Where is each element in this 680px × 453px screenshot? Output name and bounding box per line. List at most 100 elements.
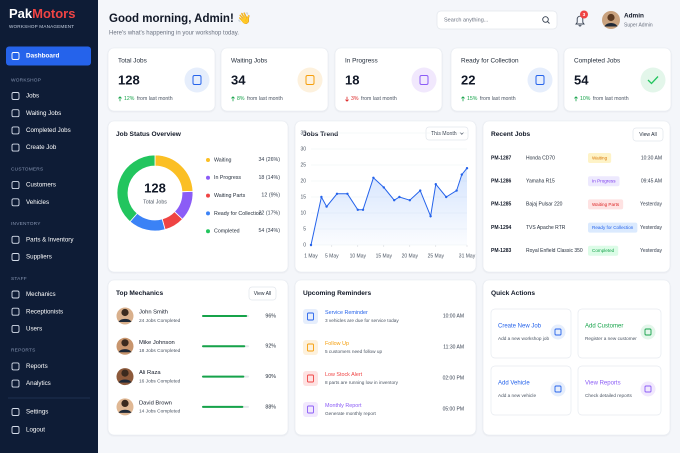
nav-item[interactable]: Waiting Jobs xyxy=(26,110,61,117)
change-note: from last month xyxy=(137,96,173,102)
change-note: from last month xyxy=(480,96,516,102)
job-vehicle: Bajaj Pulsar 220 xyxy=(526,202,563,208)
action-tile[interactable] xyxy=(577,365,662,416)
mechanic-body xyxy=(118,409,132,413)
stat-change: 8% from last month xyxy=(237,96,283,102)
mechanic-hair xyxy=(121,339,129,347)
badge-count: 3 xyxy=(583,12,586,18)
trend-point xyxy=(361,208,365,211)
trend-arrow xyxy=(345,96,349,102)
action-title: Add Customer xyxy=(585,324,623,330)
job-time: 10:30 AM xyxy=(641,155,662,161)
trend-point xyxy=(398,195,401,199)
donut-label: Total Jobs xyxy=(143,199,167,205)
action-tile[interactable] xyxy=(490,308,572,359)
avatar-head xyxy=(607,13,615,22)
action-icon-bg xyxy=(550,324,566,340)
job-id: PM-1286 xyxy=(491,179,512,185)
period-select[interactable] xyxy=(425,126,469,141)
x-tick-label: 25 May xyxy=(428,253,445,259)
view-all-button[interactable] xyxy=(248,286,277,301)
action-icon xyxy=(644,385,652,393)
x-tick-label: 1 May xyxy=(304,253,318,259)
legend-value: 12 (9%) xyxy=(261,193,280,199)
nav-item[interactable]: Suppliers xyxy=(26,254,52,261)
trend-point xyxy=(460,173,463,176)
legend-value: 54 (34%) xyxy=(258,229,280,235)
mechanic-percent: 88% xyxy=(265,404,276,410)
nav-item[interactable]: Customers xyxy=(26,182,56,189)
stat-value: 54 xyxy=(574,72,589,87)
mechanic-hair xyxy=(121,308,129,317)
nav-active[interactable] xyxy=(6,46,91,66)
nav-icon xyxy=(11,92,20,100)
status-badge xyxy=(588,199,624,210)
nav-item[interactable]: Analytics xyxy=(26,380,51,387)
trend-point xyxy=(465,167,469,170)
stat-icon-bg xyxy=(297,67,323,93)
status-badge xyxy=(588,153,612,163)
nav-item[interactable]: Dashboard xyxy=(26,53,59,60)
nav-item[interactable]: Receptionists xyxy=(26,308,63,315)
stat-icon-bg xyxy=(411,67,437,93)
action-tile[interactable] xyxy=(577,308,662,359)
action-icon-bg xyxy=(640,324,656,340)
reminder-text: Generate monthly report xyxy=(325,411,377,416)
nav-item[interactable]: Create Job xyxy=(26,144,57,151)
reminder-icon xyxy=(307,374,314,383)
nav-item[interactable]: Mechanics xyxy=(26,291,56,298)
stat-icon xyxy=(647,76,659,85)
reminder-icon xyxy=(307,343,314,352)
job-id: PM-1283 xyxy=(491,248,512,254)
stat-change: 15% from last month xyxy=(467,96,516,102)
job-status: In Progress xyxy=(592,179,616,184)
legend-dot xyxy=(206,193,210,198)
x-tick-label: 31 May xyxy=(459,253,476,259)
nav-item[interactable]: Parts & Inventory xyxy=(26,236,74,243)
job-time: 09:45 AM xyxy=(641,179,662,185)
nav-item[interactable]: Jobs xyxy=(26,93,39,100)
nav-item[interactable]: Settings xyxy=(26,409,48,416)
trend-area xyxy=(311,168,467,245)
mechanic-body xyxy=(118,379,132,383)
job-id: PM-1287 xyxy=(491,155,512,161)
stat-icon-bg xyxy=(640,67,666,93)
nav-item[interactable]: Completed Jobs xyxy=(26,127,71,134)
action-tile[interactable] xyxy=(490,365,572,416)
nav-item[interactable]: Vehicles xyxy=(26,199,49,206)
trend-point xyxy=(455,189,458,192)
reminder-icon xyxy=(307,405,314,414)
job-time: Yesterday xyxy=(640,202,663,208)
mechanic-body xyxy=(118,349,132,353)
stat-card xyxy=(107,47,216,112)
mechanic-name: John Smith xyxy=(139,310,168,316)
stat-title: In Progress xyxy=(345,58,378,65)
view-all: View All xyxy=(639,132,656,138)
stat-card xyxy=(563,47,672,112)
job-vehicle: Yamaha R15 xyxy=(526,179,555,185)
change-value: 10% xyxy=(580,96,591,102)
reminder-icon xyxy=(307,312,314,321)
action-text: Add a new vehicle xyxy=(498,393,536,398)
reminder-title: Follow Up xyxy=(325,341,349,347)
action-text: Add a new workshop job xyxy=(498,336,549,341)
trend-point xyxy=(309,243,313,247)
status-badge xyxy=(588,176,620,187)
mechanic-jobs: 24 Jobs Completed xyxy=(139,318,181,324)
nav-item[interactable]: Reports xyxy=(26,363,48,370)
trend-point xyxy=(393,199,396,202)
stat-title: Completed Jobs xyxy=(574,58,620,65)
stat-icon xyxy=(305,75,315,85)
action-icon xyxy=(644,328,652,336)
view-all-button[interactable] xyxy=(632,127,664,142)
card-title: Recent Jobs xyxy=(491,131,531,138)
brand: PakMotors xyxy=(9,6,75,21)
trend-point xyxy=(408,199,411,202)
legend-dot xyxy=(206,229,210,234)
search-box[interactable] xyxy=(436,10,558,30)
nav-item[interactable]: Logout xyxy=(26,427,45,434)
nav-item[interactable]: Users xyxy=(26,326,42,333)
segment-percent: (34%) xyxy=(266,229,280,235)
change-value: 8% xyxy=(237,96,245,102)
